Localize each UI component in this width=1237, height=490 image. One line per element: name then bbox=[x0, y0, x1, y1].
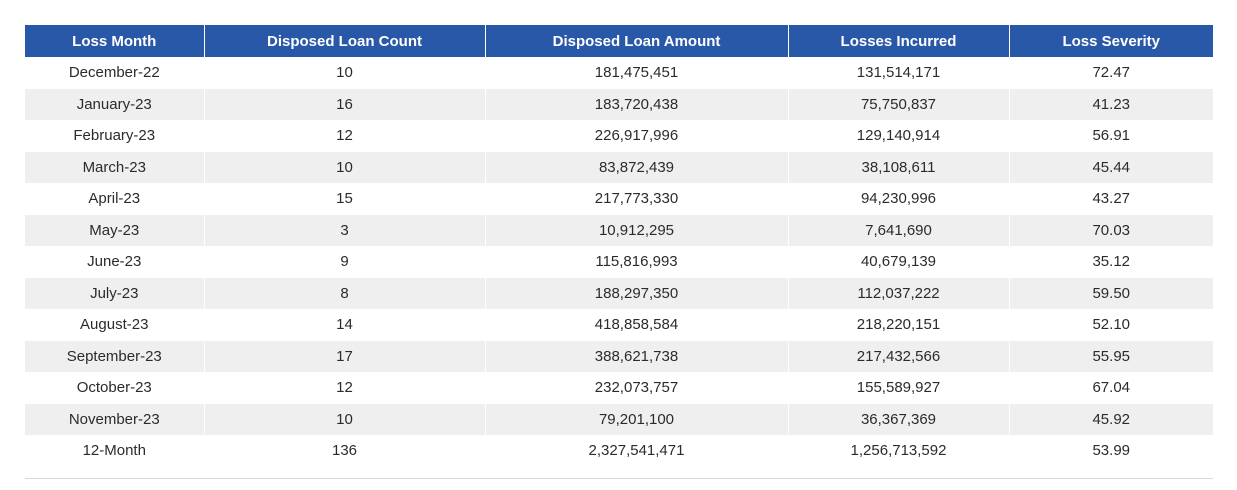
loss-month-cell: April-23 bbox=[25, 183, 205, 215]
loss-severity-cell: 35.12 bbox=[1009, 246, 1213, 278]
total-row: 12-Month 136 2,327,541,471 1,256,713,592 53.… bbox=[25, 435, 1213, 467]
disposed-loan-amount-cell: 232,073,757 bbox=[485, 372, 789, 404]
table-row: February-23 12 226,917,996 129,140,914 56.91 bbox=[25, 120, 1213, 152]
losses-incurred-cell: 40,679,139 bbox=[788, 246, 1010, 278]
loss-month-cell: June-23 bbox=[25, 246, 205, 278]
loss-severity-cell: 67.04 bbox=[1009, 372, 1213, 404]
loss-month-cell: August-23 bbox=[25, 309, 205, 341]
loss-severity-cell: 45.44 bbox=[1009, 151, 1213, 183]
loss-month-cell: March-23 bbox=[25, 151, 205, 183]
losses-incurred-cell: 218,220,151 bbox=[788, 309, 1010, 341]
loss-severity-cell: 59.50 bbox=[1009, 277, 1213, 309]
loss-month-cell: July-23 bbox=[25, 277, 205, 309]
losses-incurred-cell: 131,514,171 bbox=[788, 57, 1010, 89]
loss-severity-cell: 70.03 bbox=[1009, 214, 1213, 246]
disposed-loan-count-cell: 12 bbox=[204, 120, 486, 152]
disposed-loan-amount-cell: 226,917,996 bbox=[485, 120, 789, 152]
losses-incurred-cell: 129,140,914 bbox=[788, 120, 1010, 152]
loss-month-cell: October-23 bbox=[25, 372, 205, 404]
disposed-loan-count-cell: 12 bbox=[204, 372, 486, 404]
loss-severity-cell: 53.99 bbox=[1009, 435, 1213, 467]
column-header-disposed-loan-count: Disposed Loan Count bbox=[204, 25, 486, 57]
losses-incurred-cell: 112,037,222 bbox=[788, 277, 1010, 309]
losses-incurred-cell: 7,641,690 bbox=[788, 214, 1010, 246]
loss-severity-cell: 56.91 bbox=[1009, 120, 1213, 152]
losses-incurred-cell: 38,108,611 bbox=[788, 151, 1010, 183]
disposed-loan-amount-cell: 79,201,100 bbox=[485, 403, 789, 435]
table-row: March-23 10 83,872,439 38,108,611 45.44 bbox=[25, 151, 1213, 183]
bottom-divider bbox=[25, 478, 1213, 479]
loss-month-cell: January-23 bbox=[25, 88, 205, 120]
table-row: October-23 12 232,073,757 155,589,927 67.04 bbox=[25, 372, 1213, 404]
column-header-losses-incurred: Losses Incurred bbox=[788, 25, 1010, 57]
loss-severity-cell: 72.47 bbox=[1009, 57, 1213, 89]
disposed-loan-count-cell: 17 bbox=[204, 340, 486, 372]
disposed-loan-amount-cell: 418,858,584 bbox=[485, 309, 789, 341]
disposed-loan-count-cell: 8 bbox=[204, 277, 486, 309]
loss-month-cell: September-23 bbox=[25, 340, 205, 372]
loss-severity-cell: 52.10 bbox=[1009, 309, 1213, 341]
disposed-loan-count-cell: 10 bbox=[204, 151, 486, 183]
loss-severity-table-container: Loss Month Disposed Loan Count Disposed … bbox=[25, 25, 1213, 467]
table-row: January-23 16 183,720,438 75,750,837 41.23 bbox=[25, 88, 1213, 120]
disposed-loan-amount-cell: 2,327,541,471 bbox=[485, 435, 789, 467]
loss-month-cell: November-23 bbox=[25, 403, 205, 435]
disposed-loan-count-cell: 9 bbox=[204, 246, 486, 278]
loss-severity-table: Loss Month Disposed Loan Count Disposed … bbox=[25, 25, 1213, 467]
table-row: November-23 10 79,201,100 36,367,369 45.92 bbox=[25, 403, 1213, 435]
losses-incurred-cell: 155,589,927 bbox=[788, 372, 1010, 404]
disposed-loan-amount-cell: 10,912,295 bbox=[485, 214, 789, 246]
disposed-loan-count-cell: 15 bbox=[204, 183, 486, 215]
column-header-loss-month: Loss Month bbox=[25, 25, 205, 57]
loss-month-cell: 12-Month bbox=[25, 435, 205, 467]
disposed-loan-count-cell: 3 bbox=[204, 214, 486, 246]
losses-incurred-cell: 94,230,996 bbox=[788, 183, 1010, 215]
disposed-loan-amount-cell: 183,720,438 bbox=[485, 88, 789, 120]
disposed-loan-count-cell: 14 bbox=[204, 309, 486, 341]
table-row: September-23 17 388,621,738 217,432,566 55.9… bbox=[25, 340, 1213, 372]
table-row: December-22 10 181,475,451 131,514,171 72.47 bbox=[25, 57, 1213, 89]
disposed-loan-count-cell: 16 bbox=[204, 88, 486, 120]
table-row: August-23 14 418,858,584 218,220,151 52.10 bbox=[25, 309, 1213, 341]
table-row: May-23 3 10,912,295 7,641,690 70.03 bbox=[25, 214, 1213, 246]
column-header-loss-severity: Loss Severity bbox=[1009, 25, 1213, 57]
losses-incurred-cell: 1,256,713,592 bbox=[788, 435, 1010, 467]
loss-severity-cell: 55.95 bbox=[1009, 340, 1213, 372]
loss-month-cell: December-22 bbox=[25, 57, 205, 89]
disposed-loan-amount-cell: 181,475,451 bbox=[485, 57, 789, 89]
disposed-loan-amount-cell: 188,297,350 bbox=[485, 277, 789, 309]
table-row: April-23 15 217,773,330 94,230,996 43.27 bbox=[25, 183, 1213, 215]
disposed-loan-amount-cell: 217,773,330 bbox=[485, 183, 789, 215]
table-header: Loss Month Disposed Loan Count Disposed … bbox=[25, 25, 1213, 57]
loss-severity-cell: 45.92 bbox=[1009, 403, 1213, 435]
losses-incurred-cell: 36,367,369 bbox=[788, 403, 1010, 435]
disposed-loan-amount-cell: 115,816,993 bbox=[485, 246, 789, 278]
table-body: December-22 10 181,475,451 131,514,171 72.47… bbox=[25, 57, 1213, 467]
disposed-loan-amount-cell: 388,621,738 bbox=[485, 340, 789, 372]
table-row: July-23 8 188,297,350 112,037,222 59.50 bbox=[25, 277, 1213, 309]
disposed-loan-count-cell: 136 bbox=[204, 435, 486, 467]
disposed-loan-count-cell: 10 bbox=[204, 403, 486, 435]
loss-severity-cell: 43.27 bbox=[1009, 183, 1213, 215]
disposed-loan-amount-cell: 83,872,439 bbox=[485, 151, 789, 183]
loss-month-cell: February-23 bbox=[25, 120, 205, 152]
losses-incurred-cell: 75,750,837 bbox=[788, 88, 1010, 120]
column-header-disposed-loan-amount: Disposed Loan Amount bbox=[485, 25, 789, 57]
losses-incurred-cell: 217,432,566 bbox=[788, 340, 1010, 372]
table-row: June-23 9 115,816,993 40,679,139 35.12 bbox=[25, 246, 1213, 278]
disposed-loan-count-cell: 10 bbox=[204, 57, 486, 89]
loss-severity-cell: 41.23 bbox=[1009, 88, 1213, 120]
header-row: Loss Month Disposed Loan Count Disposed … bbox=[25, 25, 1213, 57]
loss-month-cell: May-23 bbox=[25, 214, 205, 246]
